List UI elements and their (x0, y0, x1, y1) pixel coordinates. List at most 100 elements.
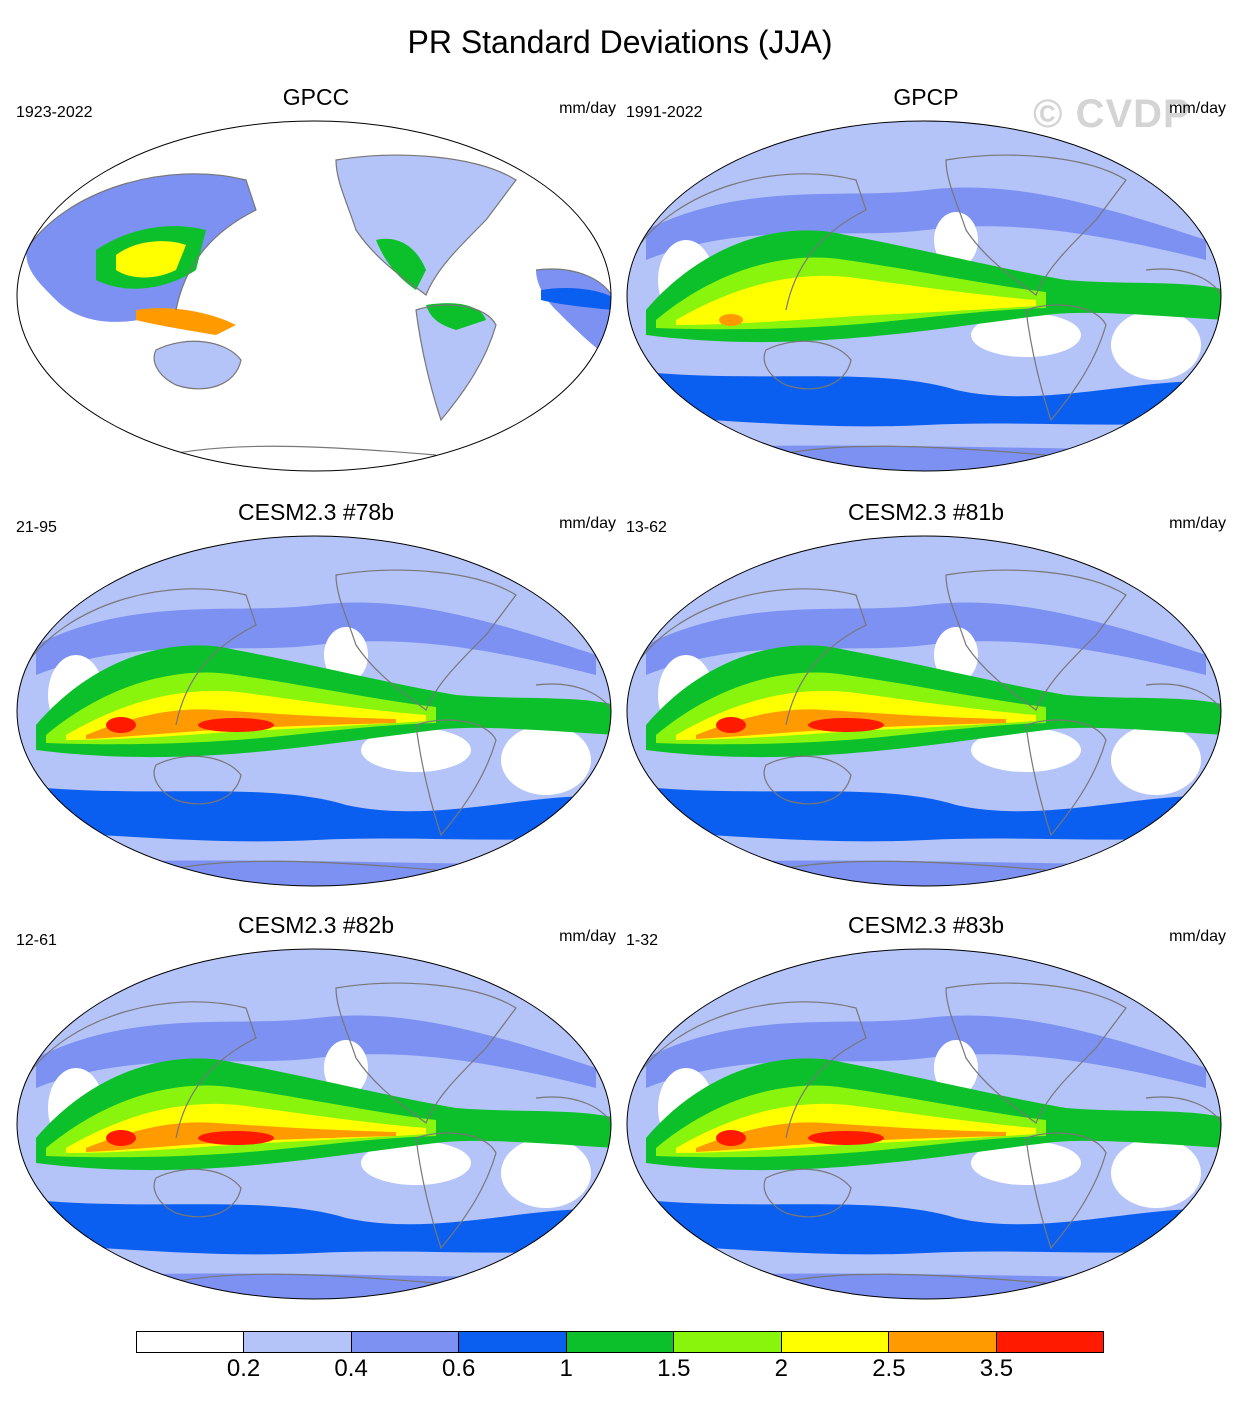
colorbar-swatch (674, 1332, 782, 1352)
southern-storm-track (627, 785, 1221, 842)
map-border (16, 120, 612, 472)
panel-units: mm/day (559, 100, 616, 117)
panel-period: 1-32 (626, 932, 659, 949)
southern-storm-track (627, 1198, 1221, 1255)
maritime-continent-max (136, 308, 236, 335)
central-america-max (376, 238, 426, 290)
south-atlantic-dry-zone (501, 1138, 591, 1208)
south-america-coastline (1025, 719, 1107, 837)
southeast-pacific-dry-zone (971, 313, 1081, 357)
north-america-coastline (335, 982, 517, 1124)
map-field (627, 536, 1221, 886)
amazon-max (426, 303, 486, 330)
colorbar-tick-label: 1.5 (657, 1355, 691, 1382)
sahel-max (541, 288, 611, 310)
map-panel: GPCC 1923-2022 mm/day (16, 84, 616, 478)
monsoon-max (116, 241, 186, 278)
watermark: © CVDP (1033, 92, 1191, 136)
southeast-pacific-dry-zone (361, 728, 471, 772)
colorbar-swatch (137, 1332, 245, 1352)
panel-units: mm/day (559, 928, 616, 945)
map-panel: CESM2.3 #81b 13-62 mm/day (626, 499, 1226, 893)
colorbar-swatch (566, 1332, 675, 1352)
colorbar-swatch (996, 1332, 1103, 1352)
panel-title: CESM2.3 #81b (848, 499, 1004, 525)
north-america-coastline (945, 154, 1127, 296)
northern-storm-track (646, 187, 1206, 260)
panel-units: mm/day (1169, 928, 1226, 945)
map-border (16, 948, 612, 1300)
eurasia-coastline (25, 588, 257, 726)
south-america-coastline (415, 1132, 497, 1250)
eurasia-coastline (635, 588, 867, 726)
southern-storm-track (17, 1198, 611, 1255)
north-america-coastline (335, 154, 517, 296)
warm-pool-red-core (106, 717, 136, 733)
colorbar (136, 1331, 1104, 1353)
australia-coastline (153, 1168, 242, 1218)
panel-period: 1991-2022 (626, 104, 703, 121)
colorbar-tick-label: 0.4 (334, 1355, 368, 1382)
south-america-coastline (1025, 1132, 1107, 1250)
warm-pool-red-core (106, 1130, 136, 1146)
northern-storm-track (646, 1015, 1206, 1088)
panel-period: 1923-2022 (16, 104, 93, 121)
australia-land (154, 341, 241, 389)
map-border (626, 535, 1222, 887)
eurasia-coastline (635, 173, 867, 311)
south-america-coastline (415, 304, 497, 422)
map-panel: GPCP 1991-2022 mm/day (626, 84, 1226, 478)
north-america-coastline (335, 569, 517, 711)
panel-units: mm/day (1169, 515, 1226, 532)
north-america-land (336, 155, 516, 295)
northern-storm-track (36, 1015, 596, 1088)
australia-coastline (763, 1168, 852, 1218)
colorbar-tick-label: 1 (559, 1355, 573, 1382)
map-field (17, 949, 611, 1299)
map-field (627, 949, 1221, 1299)
colorbar-tick-label: 2.5 (872, 1355, 906, 1382)
panel-period: 12-61 (16, 932, 57, 949)
panel-title: CESM2.3 #82b (238, 912, 394, 938)
map-plot (626, 535, 1222, 887)
map-border (626, 120, 1222, 472)
colorbar-swatch (781, 1332, 890, 1352)
panel-units: mm/day (1169, 100, 1226, 117)
warm-pool-red-core (716, 1130, 746, 1146)
colorbar-swatch (889, 1332, 997, 1352)
australia-coastline (763, 340, 852, 390)
colorbar-swatch (459, 1332, 567, 1352)
south-america-land (416, 305, 496, 420)
northern-storm-track (646, 602, 1206, 675)
southern-storm-track (17, 785, 611, 842)
eurasia-coastline (25, 1001, 257, 1139)
colorbar-swatch (244, 1332, 352, 1352)
australia-coastline (763, 755, 852, 805)
panel-period: 13-62 (626, 519, 667, 536)
colorbar-swatch (351, 1332, 460, 1352)
map-panel: CESM2.3 #78b 21-95 mm/day (16, 499, 616, 893)
south-atlantic-dry-zone (1111, 1138, 1201, 1208)
north-america-coastline (945, 982, 1127, 1124)
itcz-red-core (808, 718, 884, 732)
tropical-band-yellow (676, 275, 1036, 325)
southeast-pacific-dry-zone (971, 1141, 1081, 1185)
colorbar-tick-label: 0.2 (226, 1355, 261, 1382)
map-plot (626, 948, 1222, 1300)
south-america-coastline (415, 719, 497, 837)
northeast-pacific-dry-zone (934, 1040, 978, 1096)
map-field (17, 121, 611, 471)
map-plot (626, 120, 1222, 472)
south-atlantic-dry-zone (501, 725, 591, 795)
map-field (627, 121, 1221, 471)
itcz-red-core (198, 1131, 274, 1145)
australia-coastline (153, 340, 242, 390)
map-border (626, 948, 1222, 1300)
southeast-pacific-dry-zone (361, 1141, 471, 1185)
south-atlantic-dry-zone (1111, 310, 1201, 380)
map-panel: CESM2.3 #83b 1-32 mm/day (626, 912, 1226, 1306)
itcz-red-core (808, 1131, 884, 1145)
northeast-pacific-dry-zone (934, 212, 978, 268)
panel-period: 21-95 (16, 519, 57, 536)
warm-pool-red-core (716, 717, 746, 733)
